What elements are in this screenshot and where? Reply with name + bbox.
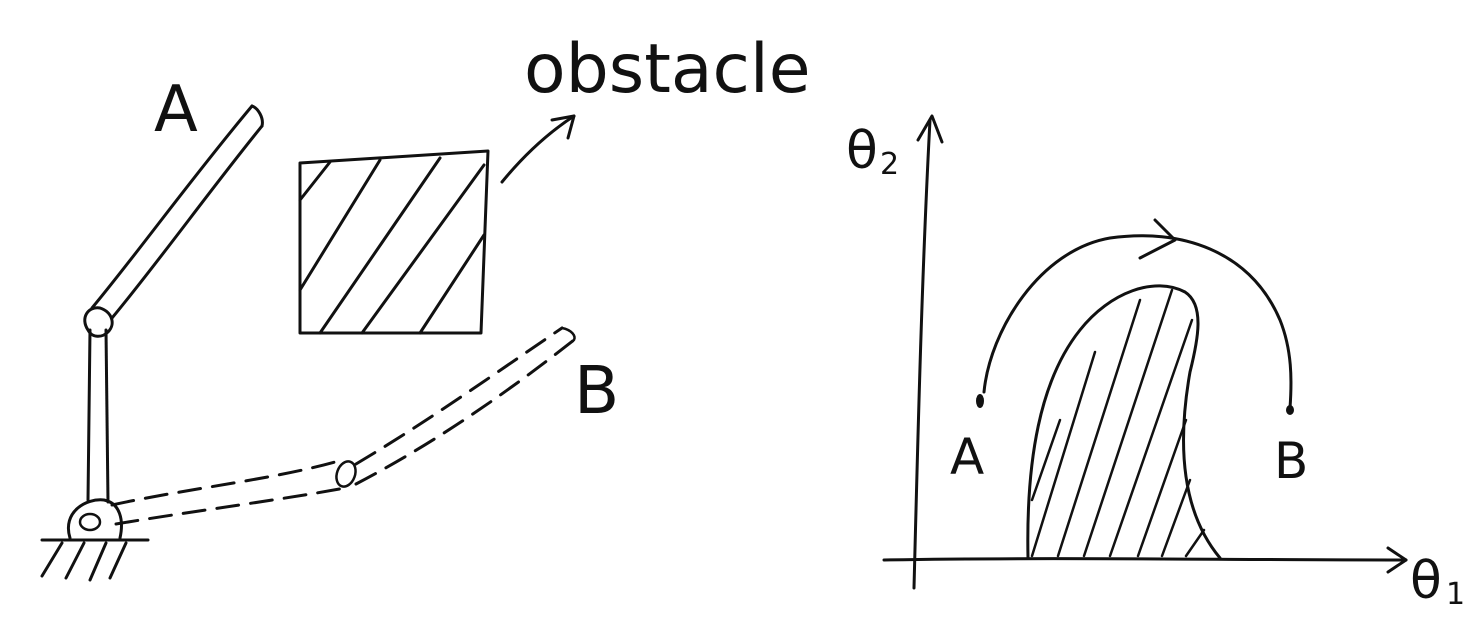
point-a (976, 394, 984, 408)
label-a-cspace: A (950, 428, 984, 486)
path-a-to-b (982, 218, 1293, 410)
workspace-diagram: A obstacle B (40, 30, 811, 582)
svg-text:θ: θ (846, 121, 878, 181)
elbow-joint-dashed (335, 460, 357, 488)
elbow-joint (83, 306, 114, 338)
theta2-axis (912, 114, 944, 590)
svg-text:θ: θ (1410, 551, 1442, 611)
link-1 (86, 328, 110, 504)
c-obstacle-region (1026, 284, 1222, 560)
ground-base (40, 538, 150, 582)
obstacle-arrow (500, 114, 576, 184)
svg-text:2: 2 (880, 147, 899, 182)
theta2-axis-label: θ 2 (846, 121, 899, 182)
label-b-workspace: B (574, 352, 619, 429)
label-b-cspace: B (1274, 432, 1308, 490)
point-b (1286, 405, 1294, 415)
svg-text:1: 1 (1446, 577, 1465, 612)
link-2-dashed (354, 326, 576, 486)
link-1-dashed (110, 460, 347, 526)
theta1-axis (882, 546, 1408, 574)
theta1-axis-label: θ 1 (1410, 551, 1465, 612)
label-a-workspace: A (154, 73, 198, 147)
link-2 (90, 104, 264, 320)
obstacle (298, 149, 490, 335)
obstacle-label: obstacle (524, 30, 811, 109)
config-space-diagram: θ 2 θ 1 (846, 114, 1465, 612)
